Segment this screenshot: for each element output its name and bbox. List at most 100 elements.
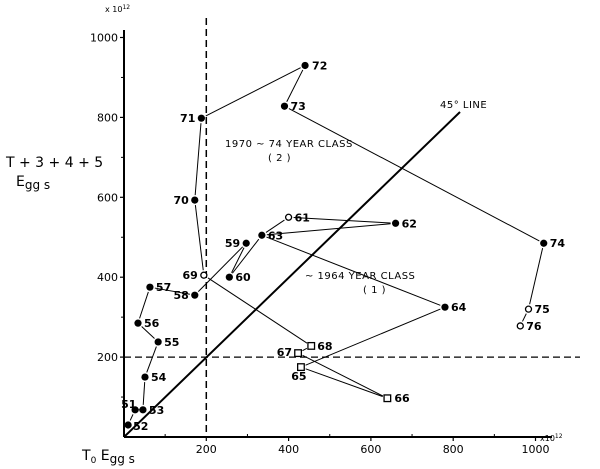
open-square-marker xyxy=(294,349,303,358)
connector-52-51 xyxy=(129,414,134,421)
open-square-marker xyxy=(307,341,316,350)
y-axis-title-line2: Egg s xyxy=(16,174,50,192)
point-label: 73 xyxy=(290,100,305,113)
connector-73-74 xyxy=(288,108,540,242)
data-point-64: 64 xyxy=(441,301,467,314)
annotation-class-2: ( 2 ) xyxy=(268,153,291,164)
filled-circle-marker xyxy=(258,231,266,239)
line-45-degree xyxy=(123,111,461,438)
annotation-45-line: 45° LINE xyxy=(440,100,487,111)
y-tick-label: 600 xyxy=(97,191,118,204)
data-point-61: 61 xyxy=(284,211,310,224)
point-label: 54 xyxy=(151,371,167,384)
data-point-67: 67 xyxy=(277,346,303,359)
data-point-54: 54 xyxy=(141,371,167,384)
data-point-65: 65 xyxy=(291,363,307,383)
reference-lines xyxy=(123,18,580,438)
point-label: 65 xyxy=(291,370,306,383)
filled-circle-marker xyxy=(141,373,149,381)
connector-64-65 xyxy=(305,308,441,366)
data-point-59: 59 xyxy=(225,237,250,250)
point-label: 64 xyxy=(451,301,467,314)
connector-67-68 xyxy=(302,347,308,352)
point-label: 67 xyxy=(277,346,292,359)
point-label: 52 xyxy=(133,420,148,433)
filled-circle-marker xyxy=(280,102,289,110)
data-point-76: 76 xyxy=(516,320,542,333)
connector-55-56 xyxy=(141,326,155,339)
data-point-73: 73 xyxy=(280,100,306,113)
filled-circle-marker xyxy=(301,61,309,70)
point-label: 76 xyxy=(526,320,542,333)
data-point-71: 71 xyxy=(180,112,205,125)
open-square-marker xyxy=(383,394,392,403)
connector-70-71 xyxy=(194,123,202,196)
y-tick-label: 1000 xyxy=(90,32,118,45)
x-tick-label: 800 xyxy=(443,443,464,456)
filled-circle-marker xyxy=(391,219,400,227)
data-point-57: 57 xyxy=(146,281,171,294)
y-multiplier: x 1012 xyxy=(105,4,130,14)
connector-71-72 xyxy=(205,67,301,117)
connection-lines xyxy=(129,67,544,421)
y-tick-label: 200 xyxy=(97,351,118,364)
connector-53-54 xyxy=(142,382,146,405)
connector-68-69 xyxy=(207,277,308,344)
connector-54-55 xyxy=(146,346,157,373)
y-tick-label: 800 xyxy=(97,111,118,124)
point-label: 75 xyxy=(535,303,550,316)
open-square-marker xyxy=(296,363,305,372)
data-point-70: 70 xyxy=(173,194,199,207)
filled-circle-marker xyxy=(131,406,139,414)
data-point-60: 60 xyxy=(225,271,251,284)
filled-circle-marker xyxy=(146,283,154,291)
point-label: 60 xyxy=(235,271,251,284)
data-point-51: 51 xyxy=(121,398,139,414)
point-label: 62 xyxy=(402,217,417,230)
connector-59-60 xyxy=(231,247,245,273)
data-point-58: 58 xyxy=(173,289,199,302)
data-point-68: 68 xyxy=(307,340,333,353)
point-label: 59 xyxy=(225,237,240,250)
connector-65-66 xyxy=(305,368,383,398)
open-circle-marker xyxy=(524,305,533,313)
filled-circle-marker xyxy=(441,303,449,311)
point-label: 63 xyxy=(268,229,283,242)
point-label: 66 xyxy=(394,392,410,405)
connector-62-63 xyxy=(266,223,391,236)
x-axis-title: T0 Egg s xyxy=(81,448,135,466)
connector-58-59 xyxy=(197,246,244,292)
point-label: 68 xyxy=(317,340,332,353)
connector-75-76 xyxy=(522,313,527,322)
point-label: 74 xyxy=(550,237,566,250)
filled-circle-marker xyxy=(134,319,142,327)
data-point-69: 69 xyxy=(183,269,208,282)
connector-60-63 xyxy=(232,238,260,274)
filled-circle-marker xyxy=(124,421,132,429)
connector-63-61 xyxy=(265,219,285,233)
open-circle-marker xyxy=(516,322,524,330)
point-label: 71 xyxy=(180,112,195,125)
point-label: 55 xyxy=(164,336,179,349)
y-tick-label: 400 xyxy=(97,271,118,284)
data-point-55: 55 xyxy=(154,336,179,349)
point-label: 69 xyxy=(183,269,198,282)
x-tick-label: 600 xyxy=(360,443,381,456)
connector-66-67 xyxy=(302,354,384,397)
point-label: 58 xyxy=(173,289,188,302)
open-circle-marker xyxy=(284,213,293,221)
filled-circle-marker xyxy=(540,239,548,247)
data-point-56: 56 xyxy=(134,317,160,330)
filled-circle-marker xyxy=(197,114,205,122)
point-label: 72 xyxy=(312,59,327,72)
x-tick-label: 200 xyxy=(196,443,217,456)
connector-63-64 xyxy=(266,236,441,306)
point-label: 61 xyxy=(295,211,310,224)
data-point-66: 66 xyxy=(383,392,410,405)
axes: 200 400 600 800 1000 200 400 600 800 1000 xyxy=(90,30,552,456)
connector-69-70 xyxy=(194,205,204,271)
data-point-53: 53 xyxy=(139,404,164,417)
connector-72-73 xyxy=(286,69,304,102)
